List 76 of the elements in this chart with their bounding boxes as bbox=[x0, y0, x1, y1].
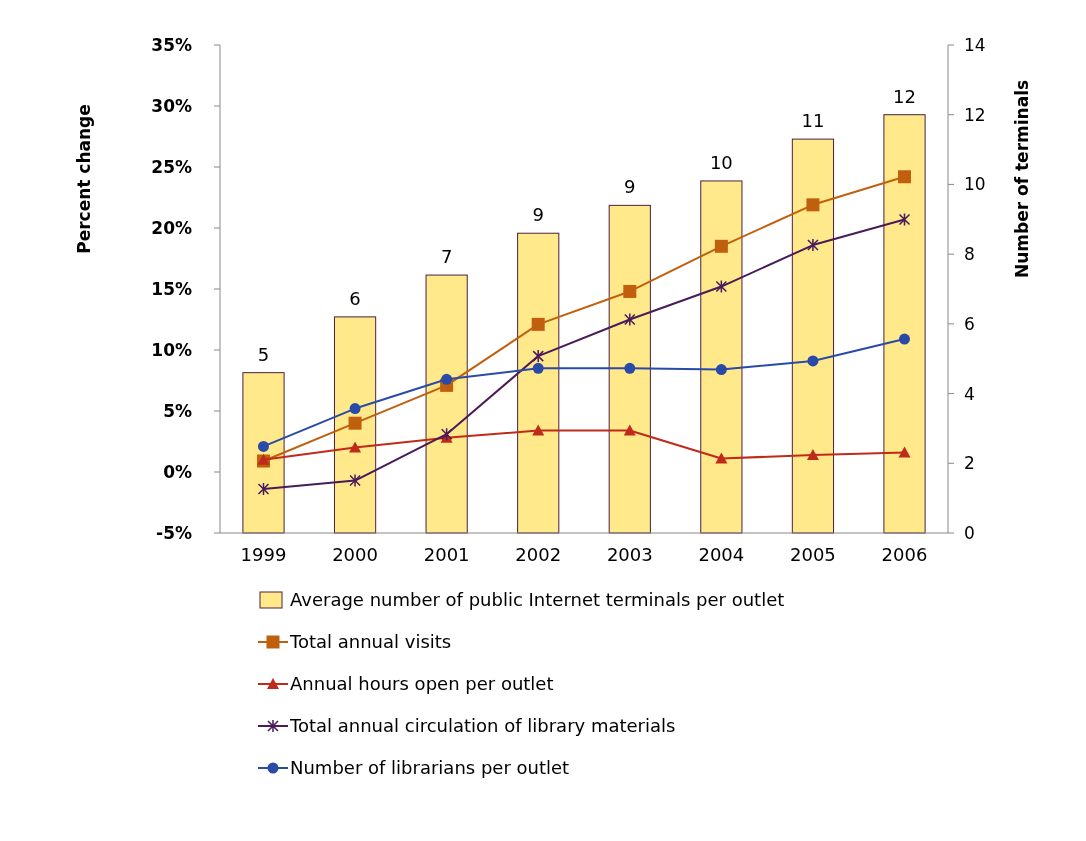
point bbox=[715, 364, 727, 376]
y-tick-label: 30% bbox=[151, 95, 192, 116]
point bbox=[806, 198, 820, 212]
point bbox=[348, 416, 362, 430]
data-label: 7 bbox=[440, 246, 453, 268]
y-tick-label: -5% bbox=[156, 522, 192, 543]
y2-tick-label: 0 bbox=[964, 522, 975, 543]
x-tick-label: 1999 bbox=[240, 544, 287, 565]
data-label: 11 bbox=[801, 110, 825, 132]
point bbox=[440, 427, 453, 441]
point bbox=[898, 446, 911, 458]
point bbox=[258, 440, 269, 452]
y-tick-label: 25% bbox=[151, 156, 192, 177]
point bbox=[806, 448, 819, 460]
point bbox=[624, 362, 636, 374]
point bbox=[624, 312, 636, 327]
y-axis-title: Percent change bbox=[74, 104, 94, 254]
point bbox=[899, 333, 910, 345]
y-tick-label: 15% bbox=[151, 278, 192, 299]
point bbox=[441, 373, 453, 385]
y2-tick-label: 10 bbox=[964, 174, 986, 195]
point bbox=[623, 284, 637, 298]
data-label: 9 bbox=[532, 204, 544, 226]
data-label: 12 bbox=[893, 85, 916, 107]
point bbox=[532, 424, 545, 436]
x-tick-label: 2006 bbox=[881, 544, 928, 565]
point bbox=[623, 424, 636, 436]
legend-label: Total annual visits bbox=[289, 631, 452, 653]
point bbox=[257, 482, 270, 496]
y2-tick-label: 4 bbox=[964, 383, 975, 404]
legend-label: Annual hours open per outlet bbox=[290, 673, 554, 695]
y-tick-label: 5% bbox=[163, 400, 192, 421]
x-tick-label: 2001 bbox=[423, 544, 470, 565]
bar bbox=[608, 204, 651, 534]
point bbox=[349, 403, 361, 415]
point bbox=[531, 317, 545, 331]
data-label: 6 bbox=[349, 287, 361, 309]
point bbox=[807, 355, 819, 367]
y2-tick-label: 14 bbox=[964, 34, 986, 55]
y2-tick-label: 12 bbox=[964, 104, 986, 125]
point bbox=[349, 441, 362, 453]
point bbox=[898, 212, 911, 227]
y-tick-label: 10% bbox=[151, 339, 192, 360]
point bbox=[532, 349, 544, 363]
point bbox=[715, 452, 728, 464]
y2-axis-title: Number of terminals bbox=[1012, 79, 1032, 279]
y-tick-label: 0% bbox=[163, 461, 192, 482]
y-tick-label: 20% bbox=[151, 217, 192, 238]
x-tick-label: 2005 bbox=[790, 544, 836, 565]
point bbox=[714, 239, 728, 253]
x-tick-label: 2004 bbox=[698, 544, 745, 565]
data-label: 5 bbox=[257, 343, 270, 365]
point bbox=[349, 473, 361, 488]
data-label: 9 bbox=[624, 176, 636, 198]
bar bbox=[425, 274, 468, 534]
y-tick-label: 35% bbox=[151, 34, 192, 55]
legend-label: Number of librarians per outlet bbox=[290, 757, 570, 779]
point bbox=[898, 170, 911, 184]
data-label: 10 bbox=[709, 151, 733, 173]
x-tick-label: 2002 bbox=[515, 544, 562, 565]
point bbox=[532, 362, 544, 374]
x-tick-label: 2003 bbox=[606, 544, 653, 565]
bar bbox=[242, 372, 285, 534]
bar bbox=[791, 138, 835, 534]
bar bbox=[517, 232, 560, 534]
y2-tick-label: 6 bbox=[964, 313, 975, 334]
x-tick-label: 2000 bbox=[332, 544, 378, 565]
y2-tick-label: 2 bbox=[964, 453, 975, 474]
y2-tick-label: 8 bbox=[964, 244, 975, 265]
legend-label: Average number of public Internet terminals per outlet bbox=[290, 589, 785, 611]
bar bbox=[883, 114, 926, 534]
point bbox=[807, 238, 819, 252]
bar bbox=[333, 316, 377, 534]
point bbox=[715, 279, 728, 294]
legend-label: Total annual circulation of library materials bbox=[289, 715, 676, 737]
bar bbox=[700, 180, 743, 534]
